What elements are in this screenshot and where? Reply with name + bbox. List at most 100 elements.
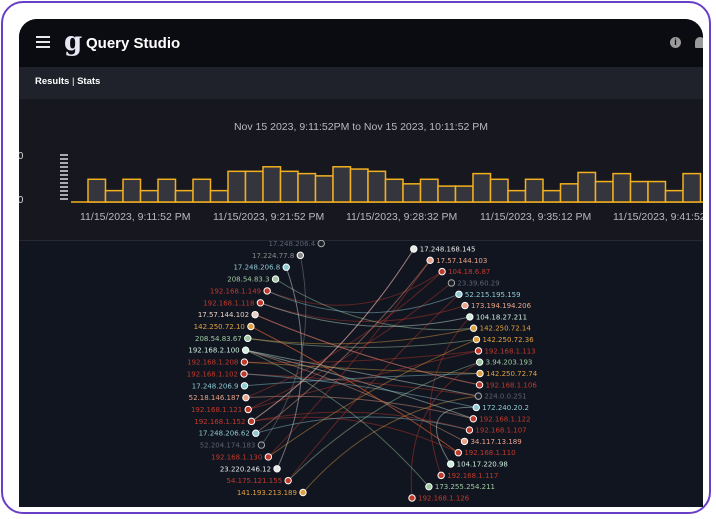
x-tick-label: 11/15/2023, 9:21:52 PM: [213, 211, 325, 223]
graph-edge: [245, 349, 474, 420]
graph-node[interactable]: [299, 488, 307, 497]
histogram-bar[interactable]: [594, 180, 614, 203]
graph-node[interactable]: [273, 465, 281, 473]
graph-node[interactable]: [242, 393, 250, 402]
node-label: 17.248.206.9: [192, 382, 239, 390]
histogram-bar[interactable]: [297, 172, 317, 203]
graph-node[interactable]: [247, 417, 256, 426]
histogram-bar[interactable]: [524, 178, 544, 203]
histogram-bar[interactable]: [87, 178, 107, 203]
graph-edge: [244, 350, 479, 363]
graph-node[interactable]: [447, 279, 456, 287]
graph-node[interactable]: [317, 240, 325, 248]
graph-node[interactable]: [240, 370, 248, 378]
histogram-bar[interactable]: [612, 172, 632, 203]
histogram-bar[interactable]: [542, 189, 562, 203]
histogram-bar[interactable]: [262, 166, 282, 203]
histogram-bar[interactable]: [629, 180, 649, 203]
graph-node[interactable]: [247, 322, 255, 331]
node-label: 192.168.1.118: [203, 299, 254, 307]
histogram-bar[interactable]: [472, 172, 492, 203]
graph-node[interactable]: [284, 476, 292, 485]
graph-node[interactable]: [244, 334, 252, 343]
histogram-bar[interactable]: [139, 189, 159, 203]
graph-node[interactable]: [244, 405, 252, 414]
network-graph[interactable]: 17.248.168.145 17.57.144.103 104.18.6.87 23…: [19, 240, 703, 507]
graph-node[interactable]: [438, 267, 446, 276]
graph-node[interactable]: [251, 310, 259, 319]
graph-node[interactable]: [256, 299, 265, 307]
histogram-bar[interactable]: [332, 166, 352, 203]
histogram-bar[interactable]: [192, 178, 212, 203]
graph-node[interactable]: [437, 471, 445, 480]
graph-node[interactable]: [271, 275, 280, 283]
graph-edge: [247, 282, 452, 410]
graph-node[interactable]: [410, 245, 418, 253]
histogram-chart[interactable]: [19, 99, 703, 240]
graph-node[interactable]: [263, 287, 271, 295]
histogram-bar[interactable]: [454, 185, 474, 203]
graph-node[interactable]: [469, 324, 478, 332]
histogram-bar[interactable]: [489, 178, 509, 203]
graph-node[interactable]: [455, 290, 463, 298]
graph-node[interactable]: [475, 381, 484, 389]
histogram-bar[interactable]: [507, 189, 527, 203]
graph-node[interactable]: [469, 415, 478, 423]
histogram-bar[interactable]: [577, 171, 597, 203]
graph-node[interactable]: [474, 347, 483, 355]
node-label: 17.248.206.8: [233, 264, 280, 272]
bell-icon[interactable]: [695, 37, 703, 48]
histogram-bar[interactable]: [157, 178, 177, 203]
graph-node[interactable]: [460, 437, 469, 446]
histogram-bar[interactable]: [227, 170, 247, 203]
graph-node[interactable]: [252, 429, 260, 437]
histogram-bar[interactable]: [349, 168, 369, 203]
histogram-bar[interactable]: [314, 175, 334, 203]
tab-results[interactable]: Results: [35, 76, 70, 87]
histogram-bar[interactable]: [647, 180, 667, 203]
histogram-bar[interactable]: [384, 178, 404, 203]
histogram-bar[interactable]: [664, 189, 684, 203]
graph-node[interactable]: [426, 256, 434, 265]
graph-edge: [266, 271, 443, 306]
hamburger-icon[interactable]: [36, 36, 50, 48]
graph-node[interactable]: [296, 251, 305, 260]
graph-node[interactable]: [446, 460, 455, 468]
node-label: 104.18.27.211: [476, 313, 527, 321]
histogram-bar[interactable]: [122, 178, 142, 203]
graph-node[interactable]: [454, 449, 463, 457]
histogram-bar[interactable]: [279, 170, 299, 203]
histogram-bar[interactable]: [419, 178, 439, 203]
graph-node[interactable]: [241, 346, 250, 354]
graph-node[interactable]: [240, 358, 249, 366]
histogram-bar[interactable]: [209, 189, 229, 203]
histogram-bar[interactable]: [104, 189, 124, 203]
graph-node[interactable]: [465, 426, 474, 434]
graph-node[interactable]: [476, 369, 484, 378]
graph-node[interactable]: [282, 263, 290, 271]
graph-node[interactable]: [257, 441, 266, 449]
histogram-bar[interactable]: [682, 172, 702, 203]
graph-node[interactable]: [264, 453, 273, 461]
histogram-bar[interactable]: [559, 183, 579, 203]
graph-node[interactable]: [240, 382, 249, 390]
histogram-bar[interactable]: [402, 183, 422, 203]
graph-node[interactable]: [475, 358, 484, 366]
app: g Query Studio i Results | Stats Nov 15 …: [19, 19, 703, 507]
graph-edge: [255, 416, 470, 434]
info-icon[interactable]: i: [670, 37, 681, 48]
graph-node[interactable]: [474, 392, 483, 400]
graph-node[interactable]: [472, 335, 481, 344]
histogram-bar[interactable]: [437, 185, 457, 203]
graph-node[interactable]: [425, 482, 433, 491]
histogram-bar[interactable]: [174, 189, 194, 203]
graph-node[interactable]: [461, 301, 469, 310]
graph-edge: [245, 271, 443, 399]
histogram-bar[interactable]: [367, 170, 387, 203]
graph-node[interactable]: [472, 403, 480, 412]
graph-node[interactable]: [466, 313, 474, 321]
graph-edge: [429, 316, 471, 476]
graph-node[interactable]: [408, 494, 416, 502]
tab-stats[interactable]: Stats: [77, 76, 101, 87]
histogram-bar[interactable]: [244, 170, 264, 203]
